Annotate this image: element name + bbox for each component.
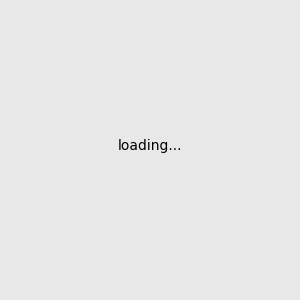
Text: loading...: loading... bbox=[118, 139, 182, 153]
